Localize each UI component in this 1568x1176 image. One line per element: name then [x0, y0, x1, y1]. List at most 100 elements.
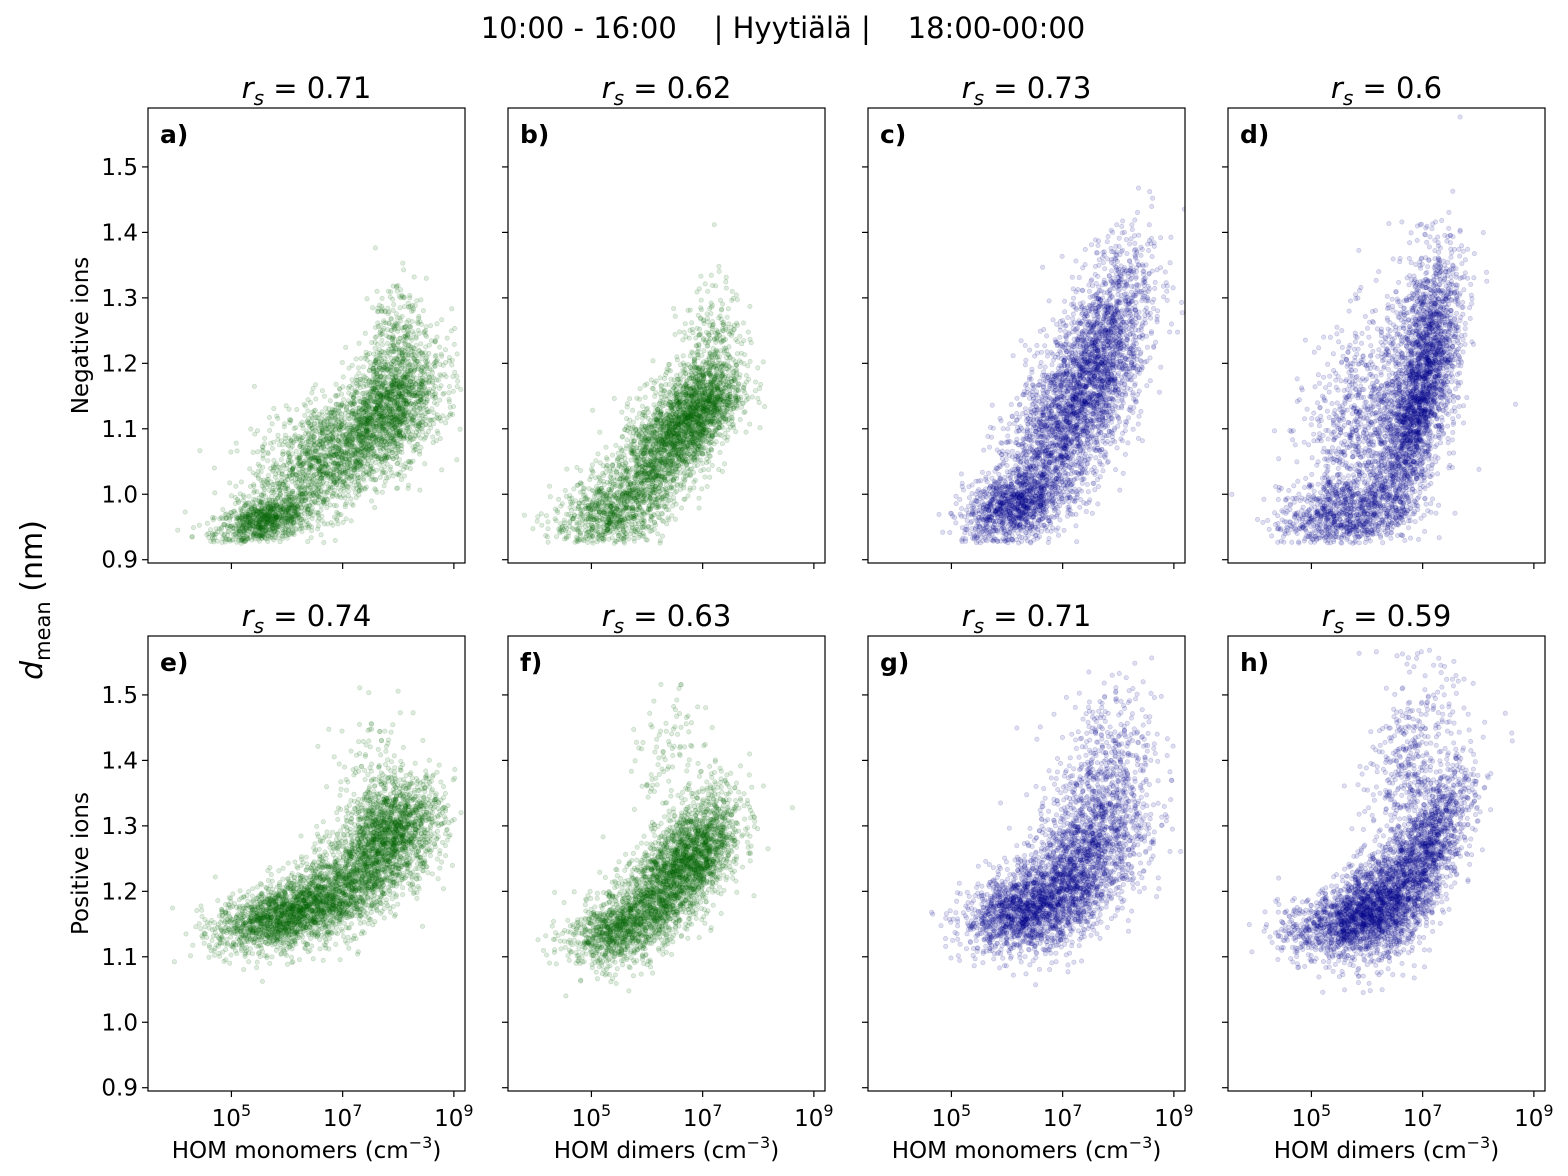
scatter-point [279, 533, 285, 539]
scatter-point [250, 449, 256, 455]
scatter-point [265, 449, 271, 455]
scatter-point [604, 509, 610, 515]
scatter-point [306, 415, 312, 421]
scatter-point [254, 516, 260, 522]
scatter-point [241, 522, 247, 528]
scatter-point [452, 369, 458, 375]
scatter-point [245, 514, 251, 520]
scatter-point [302, 449, 308, 455]
scatter-point [398, 462, 404, 468]
scatter-point [314, 482, 320, 488]
scatter-point [572, 506, 578, 512]
scatter-point [470, 410, 474, 414]
scatter-point [245, 528, 251, 534]
scatter-point [272, 474, 278, 480]
scatter-point [267, 527, 273, 533]
scatter-point [270, 514, 276, 520]
scatter-point [318, 507, 324, 513]
scatter-point [253, 497, 259, 503]
scatter-point [252, 503, 258, 509]
scatter-point [290, 521, 296, 527]
scatter-point [300, 425, 306, 431]
scatter-point [366, 415, 372, 421]
scatter-point [271, 507, 277, 513]
scatter-point [379, 342, 385, 348]
scatter-point [368, 476, 374, 482]
scatter-point [255, 523, 261, 529]
scatter-point [415, 319, 421, 325]
scatter-point [260, 527, 266, 533]
scatter-point [355, 365, 361, 371]
scatter-point [286, 510, 292, 516]
scatter-point [387, 364, 393, 370]
scatter-point [438, 351, 444, 357]
scatter-point [262, 506, 268, 512]
scatter-point [413, 353, 419, 359]
scatter-point [267, 519, 273, 525]
scatter-point [273, 525, 279, 531]
scatter-point [389, 470, 395, 476]
scatter-point [360, 364, 366, 370]
scatter-point [592, 514, 598, 520]
scatter-point [567, 493, 573, 499]
scatter-point [189, 534, 195, 540]
scatter-point [301, 498, 307, 504]
scatter-point [347, 402, 353, 408]
scatter-point [277, 514, 283, 520]
scatter-point [308, 487, 314, 493]
scatter-point [257, 500, 263, 506]
scatter-point [280, 536, 286, 542]
scatter-point [539, 522, 545, 528]
scatter-point [316, 489, 322, 495]
scatter-point [582, 504, 588, 510]
scatter-point [277, 520, 283, 526]
scatter-point [340, 374, 346, 380]
scatter-point [391, 422, 397, 428]
scatter-point [399, 449, 405, 455]
scatter-point [244, 509, 250, 515]
scatter-point [262, 517, 268, 523]
scatter-point [593, 484, 599, 490]
scatter-point [358, 435, 364, 441]
scatter-point [309, 524, 315, 530]
scatter-point [258, 509, 264, 515]
scatter-point [228, 510, 234, 516]
scatter-point [395, 407, 401, 413]
scatter-point [393, 284, 399, 290]
scatter-point [286, 435, 292, 441]
shared-ylabel-unit: (nm) [15, 520, 50, 601]
scatter-point [261, 532, 267, 538]
scatter-point [296, 514, 302, 520]
scatter-point [327, 502, 333, 508]
scatter-point [458, 386, 464, 392]
scatter-point [267, 514, 273, 520]
shared-ylabel-main: d [15, 660, 50, 680]
scatter-point [247, 514, 253, 520]
scatter-point [374, 288, 380, 294]
scatter-point [356, 340, 362, 346]
scatter-point [397, 432, 403, 438]
scatter-point [390, 375, 396, 381]
scatter-point [407, 367, 413, 373]
scatter-point [416, 313, 422, 319]
scatter-point [256, 495, 262, 501]
scatter-point [342, 442, 348, 448]
scatter-point [306, 496, 312, 502]
scatter-point [378, 374, 384, 380]
scatter-point [263, 521, 269, 527]
scatter-point [268, 521, 274, 527]
scatter-point [426, 378, 432, 384]
scatter-point [273, 514, 279, 520]
scatter-point [423, 275, 429, 281]
scatter-point [269, 527, 275, 533]
scatter-point [362, 330, 368, 336]
scatter-point [290, 513, 296, 519]
scatter-point [344, 426, 350, 432]
scatter-point [372, 334, 378, 340]
scatter-point [333, 381, 339, 387]
scatter-point [289, 501, 295, 507]
scatter-point [379, 413, 385, 419]
scatter-point [268, 505, 274, 511]
scatter-point [238, 540, 244, 546]
scatter-point [255, 514, 261, 520]
